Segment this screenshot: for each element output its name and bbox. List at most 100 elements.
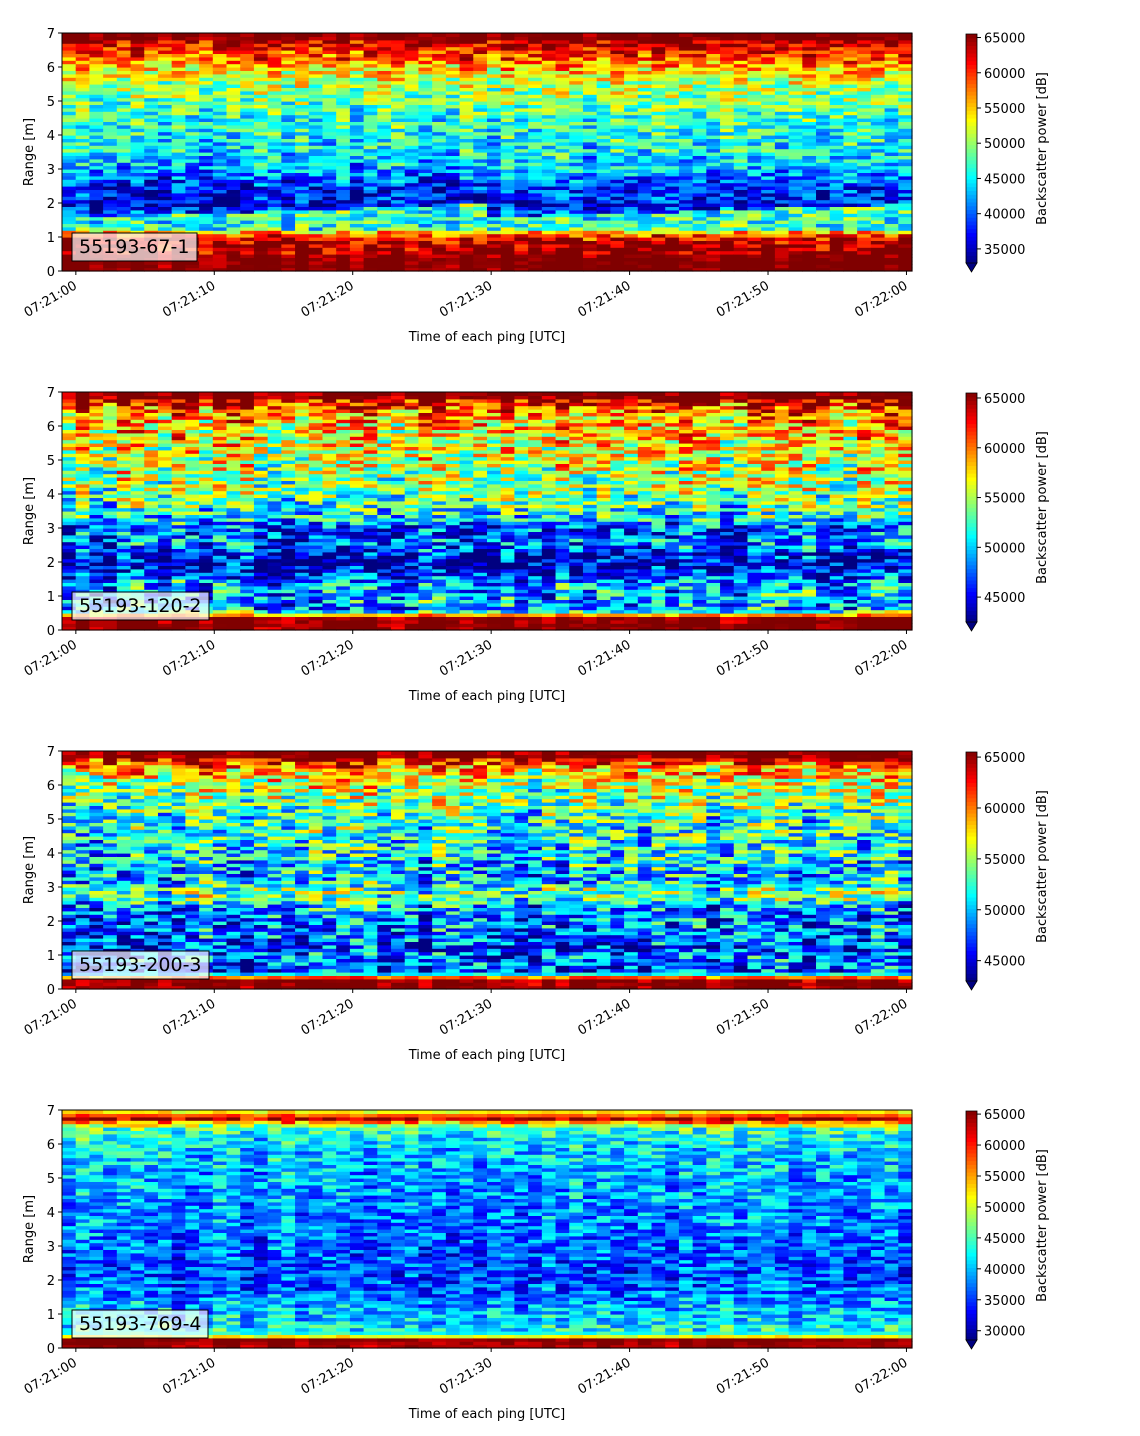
heatmap-cell — [597, 166, 611, 170]
heatmap-cell — [295, 132, 309, 136]
heatmap-cell — [624, 244, 638, 248]
heatmap-cell — [240, 251, 254, 255]
heatmap-cell — [432, 217, 446, 221]
heatmap-cell — [185, 149, 199, 153]
heatmap-cell — [747, 217, 761, 221]
heatmap-cell — [268, 132, 282, 136]
heatmap-cell — [336, 142, 350, 146]
heatmap-cell — [213, 200, 227, 204]
heatmap-cell — [802, 244, 816, 248]
heatmap-cell — [747, 234, 761, 238]
heatmap-cell — [706, 264, 720, 268]
heatmap-cell — [432, 142, 446, 146]
heatmap-cell — [652, 200, 666, 204]
heatmap-cell — [268, 244, 282, 248]
heatmap-cell — [514, 264, 528, 268]
heatmap-cell — [720, 227, 734, 231]
heatmap-cell — [62, 166, 76, 170]
heatmap-cell — [89, 183, 103, 187]
heatmap-cell — [172, 176, 186, 180]
heatmap-cell — [418, 132, 432, 136]
heatmap-cell — [816, 149, 830, 153]
heatmap-cell — [89, 487, 103, 491]
heatmap-cell — [679, 142, 693, 146]
heatmap-cell — [295, 217, 309, 221]
heatmap-cell — [144, 453, 158, 457]
heatmap-cell — [720, 234, 734, 238]
heatmap-cell — [857, 200, 871, 204]
heatmap-cell — [418, 234, 432, 238]
heatmap-cell — [76, 159, 90, 163]
heatmap-cell — [185, 159, 199, 163]
heatmap-cell — [254, 217, 268, 221]
heatmap-cell — [569, 227, 583, 231]
heatmap-cell — [747, 33, 761, 37]
heatmap-cell — [89, 193, 103, 197]
heatmap-cell — [405, 159, 419, 163]
heatmap-cell — [487, 183, 501, 187]
heatmap-cell — [309, 183, 323, 187]
heatmap-cell — [144, 159, 158, 163]
heatmap-cell — [350, 227, 364, 231]
heatmap-cell — [254, 183, 268, 187]
heatmap-cell — [734, 234, 748, 238]
heatmap-cell — [761, 166, 775, 170]
heatmap-cell — [131, 227, 145, 231]
heatmap-cell — [89, 200, 103, 204]
heatmap-cell — [624, 251, 638, 255]
heatmap-cell — [693, 200, 707, 204]
heatmap-cell — [556, 244, 570, 248]
heatmap-cell — [268, 210, 282, 214]
heatmap-cell — [185, 176, 199, 180]
heatmap-cell — [62, 200, 76, 204]
heatmap-cell — [432, 193, 446, 197]
heatmap-cell — [240, 142, 254, 146]
heatmap-cell — [336, 210, 350, 214]
y-tick-label: 4 — [47, 129, 55, 144]
heatmap-cell — [775, 200, 789, 204]
heatmap-cell — [405, 183, 419, 187]
heatmap-cell — [816, 132, 830, 136]
heatmap-cell — [706, 159, 720, 163]
heatmap-cell — [830, 227, 844, 231]
heatmap-cell — [816, 33, 830, 37]
heatmap-cell — [418, 193, 432, 197]
colorbar-tick-label: 40000 — [984, 208, 1025, 223]
heatmap-cell — [281, 227, 295, 231]
heatmap-cell — [556, 149, 570, 153]
heatmap-cell — [871, 227, 885, 231]
heatmap-cell — [295, 264, 309, 268]
heatmap-cell — [706, 183, 720, 187]
heatmap-cell — [418, 166, 432, 170]
colorbar-segment — [966, 91, 977, 95]
heatmap-cell — [747, 264, 761, 268]
heatmap-cell — [295, 227, 309, 231]
heatmap-cell — [747, 132, 761, 136]
heatmap-cell — [830, 200, 844, 204]
heatmap-cell — [295, 149, 309, 153]
heatmap-cell — [418, 200, 432, 204]
heatmap-cell — [569, 251, 583, 255]
colorbar-extend-arrow — [966, 263, 977, 272]
heatmap-cell — [665, 142, 679, 146]
heatmap-cell — [679, 176, 693, 180]
heatmap-cell — [706, 142, 720, 146]
heatmap-cell — [610, 251, 624, 255]
heatmap-cell — [309, 264, 323, 268]
heatmap-cell — [213, 183, 227, 187]
heatmap-cell — [734, 251, 748, 255]
heatmap-cell — [693, 142, 707, 146]
heatmap-cell — [322, 176, 336, 180]
heatmap-cell — [117, 210, 131, 214]
heatmap-cell — [131, 166, 145, 170]
heatmap-cell — [432, 132, 446, 136]
heatmap-cell — [720, 159, 734, 163]
heatmap-cell — [103, 33, 117, 37]
heatmap-cell — [62, 436, 76, 440]
heatmap-cell — [103, 487, 117, 491]
heatmap-cell — [76, 176, 90, 180]
heatmap-cell — [172, 264, 186, 268]
heatmap-cell — [528, 210, 542, 214]
heatmap-cell — [158, 487, 172, 491]
